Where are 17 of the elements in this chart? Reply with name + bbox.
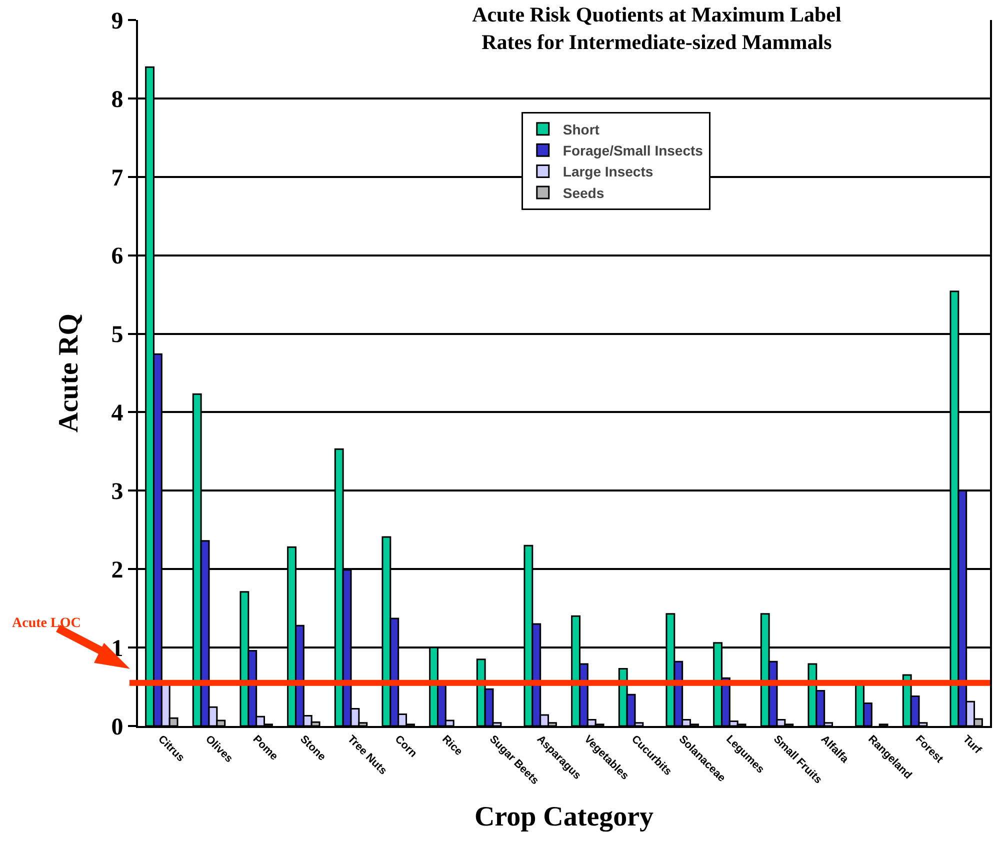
- legend-label: Short: [562, 121, 600, 138]
- y-tick-label: 2: [111, 558, 124, 584]
- legend-label: Forage/Small Insects: [562, 142, 704, 159]
- legend-label: Seeds: [562, 184, 604, 201]
- legend-label: Large Insects: [562, 164, 654, 180]
- y-tick-label: 8: [111, 86, 124, 113]
- y-tick-label: 9: [111, 8, 124, 34]
- y-tick-label: 0: [111, 714, 124, 740]
- chart-title: Acute Risk Quotients at Maximum Label Rates for Intermediate-sized Mammals: [472, 2, 842, 54]
- x-axis-title: Crop Category: [474, 802, 654, 833]
- y-axis-title: Acute RQ: [53, 314, 84, 432]
- y-tick-label: 4: [111, 400, 124, 427]
- y-tick-label: 7: [111, 165, 124, 192]
- y-tick-label: 5: [111, 322, 124, 348]
- y-tick-label: 6: [111, 244, 124, 270]
- ref-line-label: Acute LOC: [12, 616, 81, 631]
- y-tick-label: 3: [111, 479, 124, 506]
